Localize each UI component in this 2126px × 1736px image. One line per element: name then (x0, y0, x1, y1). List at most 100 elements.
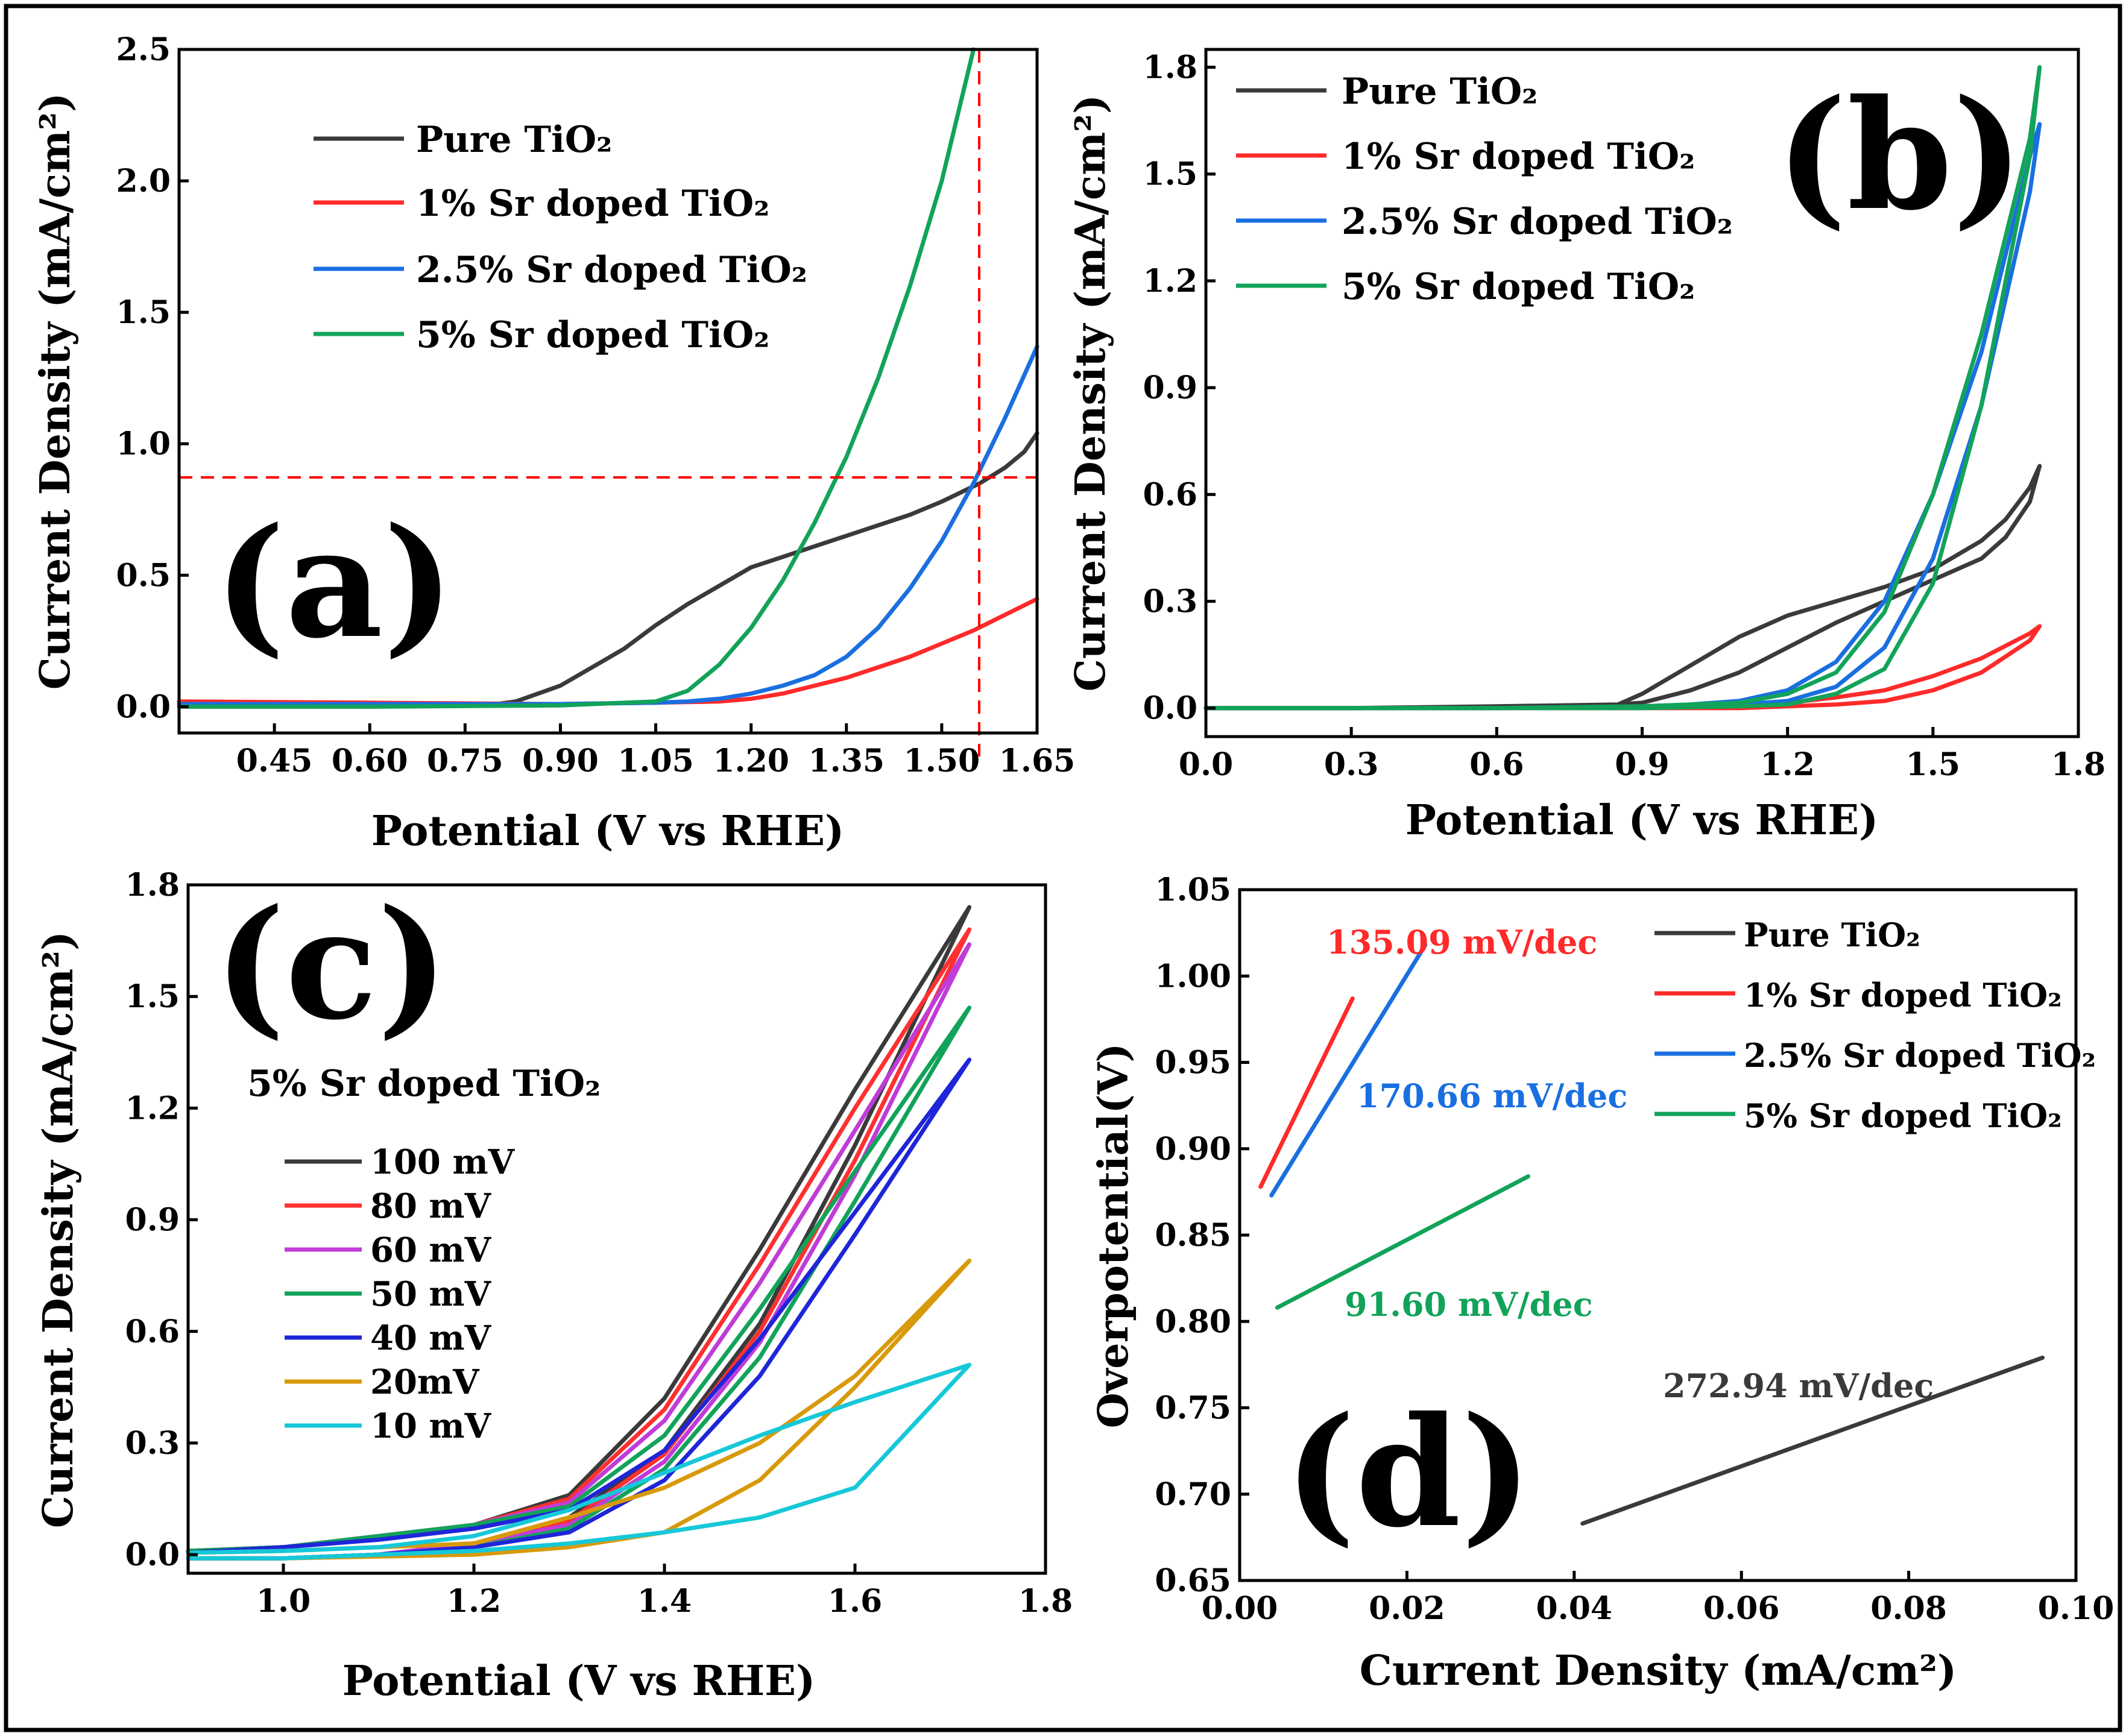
figure-frame (4, 4, 2122, 1732)
panel-d-ytick-label-3: 0.80 (1155, 1303, 1231, 1340)
panel-a-ticks: 0.45 0.60 0.75 0.90 1.05 1.20 1.35 1.50 1.65 0.0 0… (116, 31, 1076, 779)
panel-d-ytick-label-0: 0.65 (1155, 1562, 1231, 1599)
panel-d-xtick-label-4: 0.08 (1870, 1590, 1947, 1627)
panel-c-series-4 (186, 1057, 972, 1561)
panel-a-legend-text-0: Pure TiO₂ (416, 119, 612, 161)
panel-c-series-group (186, 905, 972, 1561)
panel-d-series-1 (1258, 996, 1355, 1189)
panel-d-series-3 (1275, 1174, 1530, 1310)
panel-b-xtick-label-4: 1.2 (1760, 746, 1814, 783)
panel-b-ytick-label-4: 1.2 (1143, 263, 1197, 300)
panel-c-ytick-label-0: 0.0 (125, 1536, 180, 1573)
panel-c-ytick-label-1: 0.3 (125, 1425, 180, 1462)
panel-a-series-0 (177, 431, 1039, 706)
panel-d-label: (d) (1284, 1383, 1532, 1561)
panel-c-legend: 100 mV 80 mV 60 mV 50 mV 40 mV 20mV 10 m… (285, 1142, 516, 1446)
panel-b-ytick-label-3: 0.9 (1143, 370, 1197, 406)
panel-b-series-0 (1203, 464, 2042, 711)
panel-d-ticks: 0.00 0.02 0.04 0.06 0.08 0.10 0.65 0.70 0.75 0.80… (1155, 872, 2114, 1627)
panel-b-legend-text-3: 5% Sr doped TiO₂ (1342, 266, 1695, 308)
panel-b-ytick-label-1: 0.3 (1143, 583, 1197, 620)
panel-b-xlabel: Potential (V vs RHE) (1405, 796, 1878, 844)
panel-b-xtick-label-6: 1.8 (2051, 746, 2105, 783)
panel-d-xlabel: Current Density (mA/cm²) (1360, 1647, 1957, 1695)
panel-d-annotation-3: 272.94 mV/dec (1663, 1366, 1934, 1405)
panel-d-annotation-2: 91.60 mV/dec (1345, 1285, 1593, 1324)
panel-a-ytick-label-3: 1.5 (116, 294, 171, 331)
panel-a-xtick-label-0: 0.45 (236, 743, 313, 779)
panel-a-plot-frame (177, 48, 1039, 735)
panel-d-annotation-0: 135.09 mV/dec (1326, 923, 1597, 961)
panel-a-ytick-label-2: 1.0 (116, 426, 171, 462)
panel-a-series-group (177, 47, 1039, 709)
panel-a-label: (a) (214, 494, 455, 671)
panel-b-xtick-label-2: 0.6 (1469, 746, 1524, 783)
panel-a-legend-text-2: 2.5% Sr doped TiO₂ (416, 249, 807, 291)
panel-b-legend-text-2: 2.5% Sr doped TiO₂ (1342, 201, 1733, 243)
panel-b-legend: Pure TiO₂ 1% Sr doped TiO₂ 2.5% Sr doped… (1236, 71, 1733, 308)
panel-b-label: (b) (1776, 66, 2023, 244)
panel-c-xtick-label-1: 1.2 (447, 1583, 501, 1620)
panel-a-ylabel: Current Density (mA/cm²) (31, 93, 80, 690)
panel-c-legend-text-6: 10 mV (370, 1406, 492, 1446)
panel-d-ytick-label-4: 0.85 (1155, 1217, 1231, 1254)
panel-d-legend-text-2: 2.5% Sr doped TiO₂ (1744, 1036, 2096, 1075)
panel-c-xtick-label-2: 1.4 (637, 1583, 692, 1620)
panel-b-ytick-label-6: 1.8 (1143, 49, 1197, 86)
panel-d-ytick-label-6: 0.95 (1155, 1045, 1231, 1081)
panel-d-ytick-label-2: 0.75 (1155, 1390, 1231, 1427)
panel-d-series-group (1258, 943, 2045, 1526)
panel-d-ytick-label-5: 0.90 (1155, 1131, 1231, 1168)
panel-d-ytick-label-7: 1.00 (1155, 958, 1231, 995)
panel-c-series-5 (186, 1259, 972, 1561)
panel-c-xtick-label-3: 1.6 (828, 1583, 882, 1620)
panel-d-ylabel: Overpotential(V) (1090, 1043, 1138, 1428)
panel-c-ticks: 1.0 1.2 1.4 1.6 1.8 0.0 0.3 0.6 0.9 1.2 1.5 1.8 (125, 867, 1073, 1620)
panel-c-ylabel: Current Density (mA/cm²) (34, 931, 83, 1528)
panel-a-legend: Pure TiO₂ 1% Sr doped TiO₂ 2.5% Sr doped… (314, 119, 807, 356)
panel-b-series-group (1203, 65, 2042, 711)
panel-c-xlabel: Potential (V vs RHE) (342, 1657, 815, 1705)
panel-c-xtick-label-4: 1.8 (1018, 1583, 1073, 1620)
panel-a-legend-text-1: 1% Sr doped TiO₂ (416, 183, 769, 225)
panel-c-legend-text-2: 60 mV (370, 1230, 492, 1270)
panel-d-ytick-label-8: 1.05 (1155, 872, 1231, 908)
panel-d-annotation-1: 170.66 mV/dec (1357, 1077, 1627, 1115)
panel-a-ytick-label-5: 2.5 (116, 31, 171, 68)
panel-d-legend-text-3: 5% Sr doped TiO₂ (1744, 1096, 2062, 1135)
panel-a-refs (179, 49, 1037, 756)
panel-a-xtick-label-4: 1.05 (617, 743, 694, 779)
panel-b: 0.0 0.3 0.6 0.9 1.2 1.5 1.8 0.0 0.3 0.6 0.9 1.2 1.5 1… (1067, 48, 2106, 844)
panel-a-xtick-label-6: 1.35 (808, 743, 885, 779)
panel-c-xtick-label-0: 1.0 (256, 1583, 311, 1620)
panel-d-series-2 (1269, 943, 1428, 1198)
panel-d-ytick-label-1: 0.70 (1155, 1476, 1231, 1513)
panel-c-ytick-label-4: 1.2 (125, 1090, 180, 1127)
panel-c-label: (c) (214, 876, 449, 1053)
panel-d-xtick-label-3: 0.06 (1703, 1590, 1780, 1627)
panel-b-ticks: 0.0 0.3 0.6 0.9 1.2 1.5 1.8 0.0 0.3 0.6 0.9 1.2 1.5 1… (1143, 49, 2106, 783)
panel-d-series-0 (1580, 1355, 2045, 1526)
panel-a-legend-text-3: 5% Sr doped TiO₂ (416, 314, 769, 356)
panel-b-xtick-label-1: 0.3 (1324, 746, 1378, 783)
panel-c: 1.0 1.2 1.4 1.6 1.8 0.0 0.3 0.6 0.9 1.2 1.5 1.8 Pot… (34, 867, 1073, 1705)
panel-b-ylabel: Current Density (mA/cm²) (1067, 95, 1115, 691)
panel-b-xtick-label-5: 1.5 (1906, 746, 1960, 783)
panel-d-legend-text-1: 1% Sr doped TiO₂ (1744, 976, 2062, 1014)
panel-d: 0.00 0.02 0.04 0.06 0.08 0.10 0.65 0.70 0.75 0.80… (1090, 872, 2114, 1695)
panel-b-xtick-label-0: 0.0 (1179, 746, 1233, 783)
panel-a-series-3 (177, 47, 976, 709)
panel-c-legend-text-1: 80 mV (370, 1186, 492, 1226)
panel-a-ytick-label-1: 0.5 (116, 557, 171, 594)
panel-c-legend-text-5: 20mV (370, 1362, 480, 1402)
panel-b-series-3 (1203, 65, 2042, 711)
panel-c-legend-text-3: 50 mV (370, 1274, 492, 1314)
panel-c-legend-text-4: 40 mV (370, 1318, 492, 1358)
panel-c-plot-frame (186, 883, 1047, 1575)
panel-d-xtick-label-2: 0.04 (1536, 1590, 1612, 1627)
panel-a-xtick-label-1: 0.60 (332, 743, 408, 779)
panel-b-ytick-label-0: 0.0 (1143, 690, 1197, 727)
panel-a-xtick-label-8: 1.65 (999, 743, 1076, 779)
